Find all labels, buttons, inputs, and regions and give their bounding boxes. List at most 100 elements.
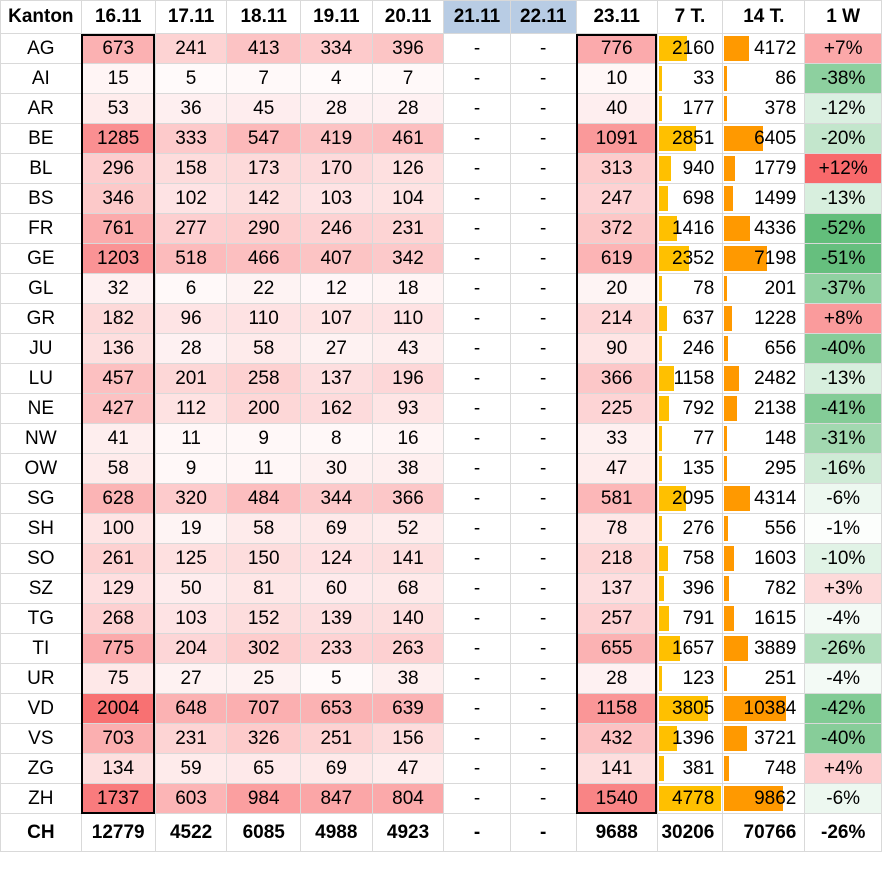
day-value-cell: 28 <box>371 93 445 124</box>
day-value-cell: - <box>509 183 577 214</box>
sum-7t-value: 698 <box>682 187 715 209</box>
day-value-cell: 372 <box>575 213 658 244</box>
sum-7t-value: 78 <box>693 277 715 299</box>
day-value-cell: 218 <box>575 543 658 574</box>
day-value-cell: 346 <box>80 183 156 214</box>
sum-14t-cell: 148 <box>722 423 806 454</box>
sum-14t-cell: 782 <box>722 573 806 604</box>
sum-7t-bar <box>658 366 674 391</box>
sum-14t-value: 9862 <box>754 787 797 809</box>
day-value-cell: - <box>509 453 577 484</box>
day-value-cell: - <box>509 663 577 694</box>
day-value-cell: 45 <box>226 93 301 124</box>
day-value-cell: 81 <box>226 573 301 604</box>
day-value-cell: 2004 <box>80 693 156 724</box>
day-value-cell: 7 <box>226 63 301 94</box>
sum-7t-bar <box>658 606 669 631</box>
day-value-cell: 134 <box>80 753 156 784</box>
sum-14t-value: 1615 <box>754 607 797 629</box>
day-value-cell: - <box>509 633 577 664</box>
sum-7t-cell: 78 <box>656 273 724 304</box>
sum-7t-value: 2352 <box>672 247 715 269</box>
day-value-cell: 204 <box>154 633 228 664</box>
day-value-cell: 19 <box>154 513 228 544</box>
weekly-change-cell: -26% <box>804 633 882 664</box>
day-value-cell: - <box>443 783 511 814</box>
sum-7t-bar <box>658 396 669 421</box>
day-value-cell: 43 <box>371 333 445 364</box>
day-value-cell: 25 <box>226 663 301 694</box>
day-value-cell: - <box>509 693 577 724</box>
weekly-change-cell: -52% <box>804 213 882 244</box>
sum-14t-cell: 4336 <box>722 213 806 244</box>
day-value-cell: - <box>509 603 577 634</box>
weekly-change-cell: -20% <box>804 123 882 154</box>
day-value-cell: 69 <box>299 513 373 544</box>
day-value-cell: - <box>443 543 511 574</box>
sum-14t-cell: 7198 <box>722 243 806 274</box>
weekly-change-cell: -26% <box>804 813 882 852</box>
sum-7t-bar <box>658 186 668 211</box>
day-value-cell: 107 <box>299 303 373 334</box>
sum-7t-cell: 3805 <box>656 693 724 724</box>
day-value-cell: 10 <box>575 63 658 94</box>
sum-14t-bar <box>724 66 728 91</box>
sum-14t-value: 201 <box>764 277 797 299</box>
table-row: VS 703 231 326 251 156- -432 1396 3721 -40% <box>0 723 882 754</box>
day-value-cell: 78 <box>575 513 658 544</box>
sum-7t-cell: 177 <box>656 93 724 124</box>
sum-14t-bar <box>724 606 734 631</box>
day-value-cell: 22 <box>226 273 301 304</box>
weekly-change-cell: -13% <box>804 363 882 394</box>
table-row: GR 182 96 110 107 110- -214 637 1228 +8% <box>0 303 882 334</box>
kanton-cell: TI <box>0 633 82 664</box>
day-value-cell: - <box>443 303 511 334</box>
kanton-cell: SZ <box>0 573 82 604</box>
day-value-cell: 407 <box>299 243 373 274</box>
day-value-cell: 366 <box>575 363 658 394</box>
day-value-cell: 100 <box>80 513 156 544</box>
col-header-20-11: 20.11 <box>371 0 445 34</box>
table-row: TG 268 103 152 139 140- -257 791 1615 -4% <box>0 603 882 634</box>
sum-7t-cell: 1416 <box>656 213 724 244</box>
day-value-cell: 1158 <box>575 693 658 724</box>
sum-7t-cell: 1657 <box>656 633 724 664</box>
sum-14t-value: 556 <box>764 517 797 539</box>
day-value-cell: 102 <box>154 183 228 214</box>
table-row: LU 457 201 258 137 196- -366 1158 2482 -13% <box>0 363 882 394</box>
day-value-cell: - <box>443 453 511 484</box>
weekly-change-cell: -38% <box>804 63 882 94</box>
sum-7t-cell: 396 <box>656 573 724 604</box>
day-value-cell: 233 <box>299 633 373 664</box>
day-value-cell: - <box>443 663 511 694</box>
sum-14t-bar <box>724 666 728 691</box>
day-value-cell: - <box>443 63 511 94</box>
sum-7t-value: 791 <box>682 607 715 629</box>
day-value-cell: 9688 <box>575 813 658 852</box>
day-value-cell: 628 <box>80 483 156 514</box>
sum-14t-value: 378 <box>764 97 797 119</box>
sum-7t-value: 123 <box>682 667 715 689</box>
day-value-cell: 653 <box>299 693 373 724</box>
weekly-change-cell: -42% <box>804 693 882 724</box>
kanton-cell: UR <box>0 663 82 694</box>
sum-14t-cell: 1779 <box>722 153 806 184</box>
kanton-cell: SH <box>0 513 82 544</box>
weekly-change-cell: +4% <box>804 753 882 784</box>
day-value-cell: 320 <box>154 483 228 514</box>
day-value-cell: 581 <box>575 483 658 514</box>
day-value-cell: 18 <box>371 273 445 304</box>
day-value-cell: - <box>509 303 577 334</box>
sum-14t-value: 295 <box>764 457 797 479</box>
sum-14t-bar <box>724 576 729 601</box>
sum-14t-value: 2482 <box>754 367 797 389</box>
weekly-change-cell: +12% <box>804 153 882 184</box>
col-header-22-11: 22.11 <box>509 0 577 34</box>
day-value-cell: - <box>443 423 511 454</box>
table-row: SO 261 125 150 124 141- -218 758 1603 -10% <box>0 543 882 574</box>
day-value-cell: - <box>443 93 511 124</box>
day-value-cell: 28 <box>154 333 228 364</box>
day-value-cell: 150 <box>226 543 301 574</box>
day-value-cell: 170 <box>299 153 373 184</box>
kanton-cell: ZH <box>0 783 82 814</box>
